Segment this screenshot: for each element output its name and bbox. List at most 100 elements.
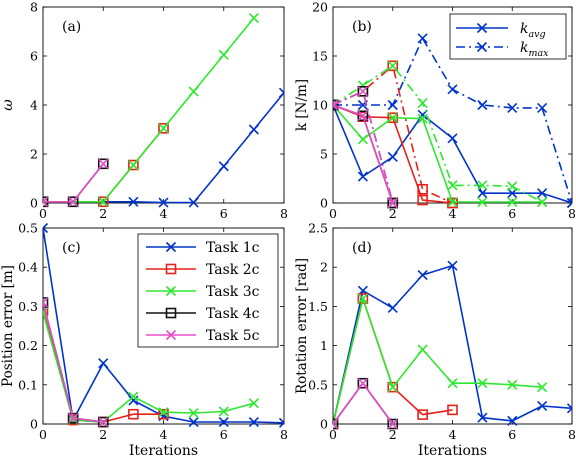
panel-a-panel-label: (a)	[62, 19, 81, 35]
panel-c-xtick-label: 0	[39, 427, 47, 442]
panel-a-point-task3	[129, 161, 138, 170]
panel-a-ylabel: ω	[0, 99, 16, 111]
panel-b-point-task1	[388, 101, 397, 110]
panel-c-legend-label: Task 4c	[206, 306, 260, 322]
panel-c-point-task3	[249, 399, 258, 408]
panel-d-xtick-label: 4	[449, 427, 457, 442]
panel-b-panel-label: (b)	[352, 19, 372, 35]
panel-c-xtick-label: 4	[160, 427, 168, 442]
panel-c-series-line-task5	[43, 303, 103, 423]
panel-a-ytick-label: 6	[30, 49, 38, 64]
panel-b-ytick-label: 0	[320, 196, 328, 211]
panel-d-point-task3	[418, 345, 427, 354]
panel-c-panel-label: (c)	[62, 240, 81, 256]
panel-c-legend-label: Task 3c	[206, 284, 260, 300]
panel-d-ytick-label: 1	[320, 338, 328, 353]
panel-d-series-line-task1	[333, 266, 572, 424]
panel-b-xtick-label: 8	[568, 206, 576, 221]
panel-c-legend-label: Task 2c	[206, 262, 260, 278]
panel-d-point-task3	[388, 383, 397, 392]
panel-a-xtick-label: 6	[220, 206, 228, 221]
panel-b-ytick-label: 5	[320, 147, 328, 162]
panel-d-xtick-label: 8	[568, 427, 576, 442]
panel-d-xlabel: Iterations	[418, 443, 487, 458]
panel-c-ytick-label: 0	[30, 417, 38, 432]
panel-c-series-line-task4	[43, 303, 103, 423]
panel-a-xtick-label: 4	[160, 206, 168, 221]
panel-b-ylabel: k [N/m]	[294, 79, 310, 131]
panel-c-xtick-label: 6	[220, 427, 228, 442]
panel-a-axes-box	[43, 7, 284, 203]
panel-a-ytick-label: 0	[30, 196, 38, 211]
panel-a-ytick-label: 2	[30, 147, 38, 162]
panel-c-legend-label: Task 5c	[206, 328, 260, 344]
panel-b-point-task3	[508, 182, 517, 191]
panel-c-xlabel: Iterations	[129, 443, 198, 458]
panel-a-point-task3	[249, 14, 258, 23]
panel-b-legend-box	[450, 14, 566, 59]
panel-a-series-line-task1	[43, 93, 284, 203]
panel-a-ytick-label: 4	[30, 98, 38, 113]
panel-b-series-line-task1-dashdot	[333, 38, 572, 203]
panel-a-data	[39, 14, 289, 207]
panel-b-data	[329, 34, 576, 208]
panel-a-point-task3	[189, 87, 198, 96]
panel-c-ytick-label: 0.1	[18, 377, 38, 392]
panel-c-legend-label: Task 1c	[206, 240, 260, 256]
panel-d-ylabel: Rotation error [rad]	[294, 258, 310, 394]
panel-b-legend-sub: max	[528, 48, 549, 59]
panel-c-ytick-label: 0.5	[18, 221, 38, 236]
panel-a-series-line-task4	[43, 164, 103, 202]
panel-a-xtick-label: 2	[99, 206, 107, 221]
panel-d-ytick-label: 0	[320, 417, 328, 432]
panel-c-xtick-label: 2	[99, 427, 107, 442]
panel-b-xtick-label: 6	[508, 206, 516, 221]
panel-b-point-task1	[448, 134, 457, 143]
panel-b-legend-sub: avg	[528, 29, 545, 40]
panel-a-point-task5	[99, 159, 108, 168]
panel-b-point-task1	[538, 103, 547, 112]
panel-d-panel-label: (d)	[352, 240, 372, 256]
panel-d-point-task5	[358, 379, 367, 388]
panel-b-xtick-label: 0	[329, 206, 337, 221]
panel-c-ytick-label: 0.3	[18, 299, 38, 314]
panel-a-xtick-label: 0	[39, 206, 47, 221]
panel-a-series-line-task5	[43, 164, 103, 202]
panel-d-series-line-task2	[333, 299, 453, 424]
panel-a-ytick-label: 8	[30, 0, 38, 15]
panel-a-point-task1	[219, 162, 228, 171]
panel-b-point-task3	[418, 99, 427, 108]
panel-a-point-task1	[249, 125, 258, 134]
panel-b-ytick-label: 10	[312, 98, 328, 113]
panel-d-data	[329, 261, 576, 428]
panel-a-xtick-label: 8	[280, 206, 288, 221]
panel-d-ytick-label: 2.5	[308, 221, 328, 236]
panel-d-point-task1	[388, 303, 397, 312]
panel-c-ytick-label: 0.4	[18, 260, 38, 275]
panel-d-ytick-label: 2	[320, 260, 328, 275]
panel-c-point-task1	[99, 359, 108, 368]
panel-b-ytick-label: 20	[312, 0, 328, 15]
panel-a-point-task3	[219, 50, 228, 59]
panel-c-legend: Task 1c Task 2c Task 3c Task 4c Task 5c	[138, 234, 278, 347]
panel-d-xtick-label: 6	[508, 427, 516, 442]
panel-b-point-task1	[418, 34, 427, 43]
panel-b-point-task5	[358, 87, 367, 96]
panel-b-series-line-task1-solid	[333, 105, 572, 203]
panel-b-ytick-label: 15	[312, 49, 328, 64]
panel-a-point-task3	[159, 124, 168, 133]
panel-a: 0 2 4 6 8 0 2 4 6 8 ω (a)	[0, 0, 289, 221]
panel-d-ytick-label: 1.5	[308, 299, 328, 314]
panel-b-point-task1	[358, 172, 367, 181]
panel-d-ytick-label: 0.5	[308, 377, 328, 392]
panel-a-series-line-task3	[43, 18, 254, 202]
panel-c-xtick-label: 8	[280, 427, 288, 442]
panel-b-point-task1	[448, 85, 457, 94]
panel-d-series-line-task3	[333, 299, 542, 424]
